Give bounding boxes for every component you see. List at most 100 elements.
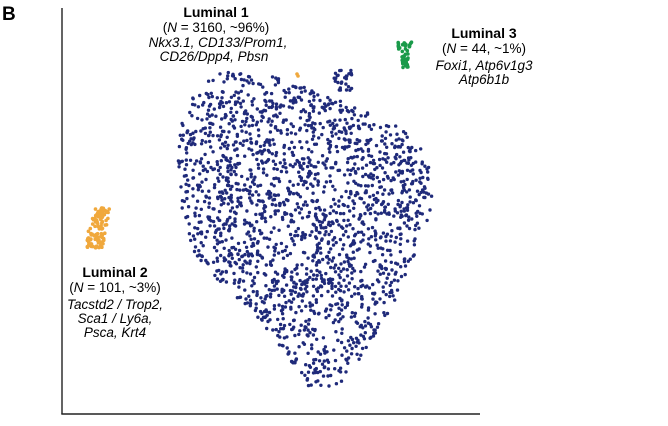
count-n-luminal-2: N (74, 280, 84, 295)
cell-point-luminal-1 (429, 194, 434, 198)
cell-point-luminal-1 (240, 174, 244, 179)
cell-point-luminal-1 (345, 145, 349, 149)
cell-point-luminal-1 (332, 236, 337, 240)
cell-point-luminal-1 (383, 259, 388, 263)
cell-point-luminal-1 (218, 165, 222, 170)
cell-point-luminal-1 (230, 119, 234, 123)
cell-point-luminal-1 (230, 184, 234, 189)
cell-point-luminal-1 (240, 129, 244, 133)
cell-point-luminal-1 (219, 134, 223, 139)
cell-point-luminal-1 (226, 143, 230, 147)
cell-point-luminal-1 (277, 343, 282, 347)
cell-point-luminal-1 (283, 305, 288, 309)
cell-point-luminal-1 (385, 232, 390, 236)
cell-point-luminal-1 (341, 247, 345, 251)
cell-point-luminal-1 (301, 108, 306, 112)
cell-point-luminal-1 (192, 136, 196, 140)
cell-point-luminal-1 (222, 246, 226, 250)
cell-point-luminal-1 (271, 138, 275, 142)
cell-point-luminal-1 (248, 261, 252, 266)
cell-point-luminal-1 (256, 315, 260, 319)
cell-point-luminal-1 (287, 146, 292, 151)
cell-point-luminal-1 (405, 224, 409, 228)
cell-point-luminal-1 (293, 351, 297, 355)
cell-point-luminal-1 (389, 253, 393, 257)
cell-point-luminal-1 (289, 218, 294, 222)
cell-point-luminal-1 (312, 134, 316, 138)
cell-point-luminal-1 (397, 163, 401, 167)
cell-point-luminal-1 (289, 278, 294, 282)
cell-point-luminal-1 (256, 166, 261, 170)
cell-point-luminal-1 (337, 281, 341, 285)
cell-point-luminal-1 (250, 284, 254, 288)
cell-point-luminal-1 (297, 345, 301, 349)
cell-point-luminal-1 (274, 153, 278, 158)
cell-point-luminal-1 (369, 235, 374, 239)
cell-point-luminal-1 (311, 259, 315, 263)
cell-point-luminal-1 (194, 129, 198, 134)
cell-point-luminal-1 (359, 353, 363, 357)
cell-point-luminal-1 (274, 107, 279, 111)
cell-point-luminal-2 (296, 74, 300, 78)
cell-point-luminal-1 (348, 244, 353, 248)
cell-point-luminal-1 (184, 173, 188, 178)
cell-point-luminal-1 (334, 382, 339, 386)
cell-point-luminal-1 (267, 105, 271, 110)
cell-point-luminal-1 (341, 267, 346, 271)
cell-point-luminal-2 (100, 221, 104, 225)
cell-point-luminal-1 (361, 149, 365, 153)
cell-point-luminal-1 (346, 85, 351, 89)
cell-point-luminal-1 (346, 218, 350, 222)
cell-point-luminal-1 (405, 168, 410, 172)
cell-point-luminal-1 (355, 248, 359, 252)
cell-point-luminal-1 (421, 175, 425, 180)
cell-point-luminal-1 (227, 100, 232, 104)
cell-point-luminal-1 (210, 94, 214, 99)
cell-point-luminal-1 (249, 141, 254, 145)
cell-point-luminal-1 (288, 99, 293, 103)
cell-point-luminal-1 (359, 184, 363, 188)
cell-point-luminal-1 (346, 204, 350, 209)
cell-point-luminal-1 (359, 197, 364, 201)
cell-point-luminal-1 (242, 78, 246, 82)
cell-point-luminal-1 (364, 163, 369, 167)
cell-point-luminal-1 (399, 237, 403, 241)
marker-genes-line-1-luminal-1: Nkx3.1, CD133/Prom1, (149, 35, 288, 50)
cell-point-luminal-1 (338, 99, 343, 104)
cell-point-luminal-1 (247, 192, 252, 196)
cell-point-luminal-1 (245, 138, 249, 143)
cell-point-luminal-1 (232, 169, 236, 174)
cell-point-luminal-1 (298, 211, 302, 215)
cell-point-luminal-1 (221, 90, 225, 94)
cell-point-luminal-1 (298, 128, 302, 132)
cell-point-luminal-1 (222, 144, 227, 148)
cell-point-luminal-1 (180, 206, 184, 210)
cell-point-luminal-1 (361, 174, 365, 179)
cell-point-luminal-1 (322, 208, 327, 212)
cell-point-luminal-1 (359, 230, 364, 234)
cell-point-luminal-1 (249, 237, 253, 241)
cell-point-luminal-1 (306, 383, 311, 388)
cell-point-luminal-1 (360, 302, 364, 307)
cell-point-luminal-1 (264, 100, 268, 104)
cell-point-luminal-1 (355, 321, 360, 325)
cell-point-luminal-1 (385, 160, 389, 164)
cell-point-luminal-1 (291, 192, 296, 196)
cell-point-luminal-1 (368, 250, 372, 255)
cell-point-luminal-1 (282, 323, 287, 328)
cell-point-luminal-1 (208, 130, 212, 134)
cell-point-luminal-1 (215, 162, 220, 167)
cell-point-luminal-1 (221, 175, 225, 179)
cell-point-luminal-1 (242, 240, 247, 245)
cell-point-luminal-1 (324, 166, 328, 170)
cell-point-luminal-1 (189, 137, 193, 141)
cell-point-luminal-1 (392, 278, 397, 282)
cell-point-luminal-1 (276, 177, 281, 181)
cell-point-luminal-1 (406, 203, 410, 207)
cell-point-luminal-1 (258, 228, 262, 233)
cell-point-luminal-1 (262, 143, 266, 147)
cell-point-luminal-1 (281, 256, 286, 260)
cell-point-luminal-1 (425, 167, 429, 171)
cell-point-luminal-1 (293, 162, 297, 166)
cell-point-luminal-1 (216, 216, 220, 220)
